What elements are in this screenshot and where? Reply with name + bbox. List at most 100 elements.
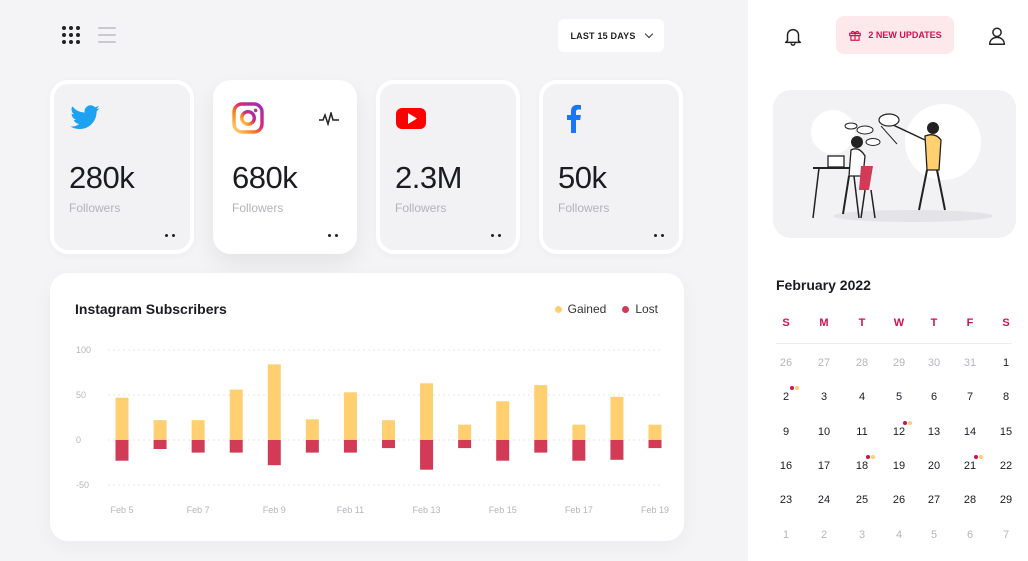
calendar-day[interactable]: 18 bbox=[855, 460, 869, 472]
bar-gained bbox=[267, 364, 281, 440]
calendar-day[interactable]: 9 bbox=[782, 426, 790, 438]
gift-icon bbox=[849, 30, 862, 41]
calendar-day[interactable]: 20 bbox=[927, 460, 941, 472]
bar-gained bbox=[648, 424, 662, 440]
y-tick-label: 100 bbox=[76, 345, 91, 355]
x-tick-label: Feb 15 bbox=[489, 505, 517, 515]
bar-lost bbox=[534, 440, 548, 453]
x-tick-label: Feb 11 bbox=[337, 505, 364, 515]
calendar-day[interactable]: 26 bbox=[892, 494, 906, 506]
calendar-day[interactable]: 27 bbox=[817, 357, 831, 369]
calendar-day[interactable]: 5 bbox=[895, 391, 903, 403]
calendar-day[interactable]: 8 bbox=[1002, 391, 1010, 403]
bar-lost bbox=[191, 440, 205, 453]
calendar-day[interactable]: 22 bbox=[999, 460, 1013, 472]
follower-label: Followers bbox=[558, 201, 610, 215]
follower-label: Followers bbox=[69, 201, 121, 215]
calendar-day[interactable]: 25 bbox=[855, 494, 869, 506]
more-options-icon[interactable] bbox=[654, 234, 664, 237]
bar-lost bbox=[343, 440, 357, 453]
calendar-weekday: S bbox=[782, 317, 790, 329]
youtube-icon bbox=[396, 108, 426, 129]
bar-lost bbox=[382, 440, 395, 449]
stat-card-twitter[interactable]: 280k Followers bbox=[50, 80, 194, 254]
x-tick-label: Feb 7 bbox=[187, 505, 210, 515]
bar-lost bbox=[153, 440, 167, 449]
calendar-day[interactable]: 6 bbox=[966, 529, 974, 541]
bar-lost bbox=[115, 440, 129, 461]
user-icon[interactable] bbox=[986, 25, 1008, 47]
event-dot bbox=[903, 421, 907, 425]
calendar-day[interactable]: 4 bbox=[858, 391, 866, 403]
calendar-day[interactable]: 27 bbox=[927, 494, 941, 506]
stat-card-youtube[interactable]: 2.3M Followers bbox=[376, 80, 520, 254]
calendar-day[interactable]: 15 bbox=[999, 426, 1013, 438]
follower-count: 2.3M bbox=[395, 160, 462, 195]
calendar-day[interactable]: 13 bbox=[927, 426, 941, 438]
calendar-weekday: W bbox=[893, 317, 905, 329]
calendar-day[interactable]: 21 bbox=[963, 460, 977, 472]
calendar-weekday: T bbox=[930, 317, 938, 329]
illustration bbox=[773, 90, 1016, 238]
more-options-icon[interactable] bbox=[165, 234, 175, 237]
calendar-day[interactable]: 16 bbox=[779, 460, 793, 472]
y-tick-label: 0 bbox=[76, 435, 81, 445]
bell-icon[interactable] bbox=[782, 25, 804, 47]
calendar-day[interactable]: 17 bbox=[817, 460, 831, 472]
updates-label: 2 NEW UPDATES bbox=[868, 30, 942, 40]
calendar-day[interactable]: 2 bbox=[820, 529, 828, 541]
calendar-day[interactable]: 19 bbox=[892, 460, 906, 472]
new-updates-button[interactable]: 2 NEW UPDATES bbox=[836, 16, 954, 54]
calendar-day[interactable]: 7 bbox=[1002, 529, 1010, 541]
more-options-icon[interactable] bbox=[328, 234, 338, 237]
calendar-month: February 2022 bbox=[776, 277, 871, 293]
calendar-day[interactable]: 10 bbox=[817, 426, 831, 438]
calendar-day[interactable]: 31 bbox=[963, 357, 977, 369]
menu-icon[interactable] bbox=[98, 27, 116, 43]
calendar-day[interactable]: 29 bbox=[999, 494, 1013, 506]
calendar-day[interactable]: 1 bbox=[1002, 357, 1010, 369]
calendar-day[interactable]: 29 bbox=[892, 357, 906, 369]
follower-label: Followers bbox=[395, 201, 447, 215]
calendar-day[interactable]: 12 bbox=[892, 426, 906, 438]
date-range-label: LAST 15 DAYS bbox=[570, 30, 636, 41]
calendar-day[interactable]: 14 bbox=[963, 426, 977, 438]
follower-count: 50k bbox=[558, 160, 607, 195]
bar-gained bbox=[191, 420, 205, 440]
facebook-icon bbox=[567, 104, 581, 133]
x-tick-label: Feb 17 bbox=[565, 505, 593, 515]
date-range-dropdown[interactable]: LAST 15 DAYS bbox=[558, 19, 664, 52]
calendar-day[interactable]: 23 bbox=[779, 494, 793, 506]
calendar-day[interactable]: 4 bbox=[895, 529, 903, 541]
calendar-day[interactable]: 6 bbox=[930, 391, 938, 403]
event-dot bbox=[795, 386, 799, 390]
calendar-day[interactable]: 5 bbox=[930, 529, 938, 541]
calendar-day[interactable]: 26 bbox=[779, 357, 793, 369]
stat-card-facebook[interactable]: 50k Followers bbox=[539, 80, 683, 254]
follower-label: Followers bbox=[232, 201, 284, 215]
calendar-day[interactable]: 28 bbox=[963, 494, 977, 506]
bar-gained bbox=[343, 392, 357, 440]
event-dot bbox=[790, 386, 794, 390]
calendar-day[interactable]: 7 bbox=[966, 391, 974, 403]
bar-lost bbox=[229, 440, 243, 453]
bar-lost bbox=[572, 440, 586, 461]
calendar-day[interactable]: 1 bbox=[782, 529, 790, 541]
calendar-divider bbox=[776, 343, 1012, 344]
instagram-icon bbox=[232, 102, 264, 134]
calendar-day[interactable]: 28 bbox=[855, 357, 869, 369]
more-options-icon[interactable] bbox=[491, 234, 501, 237]
calendar-day[interactable]: 2 bbox=[782, 391, 790, 403]
x-tick-label: Feb 13 bbox=[413, 505, 441, 515]
calendar-day[interactable]: 3 bbox=[820, 391, 828, 403]
calendar-weekday: F bbox=[966, 317, 974, 329]
calendar-day[interactable]: 24 bbox=[817, 494, 831, 506]
calendar-day[interactable]: 3 bbox=[858, 529, 866, 541]
stat-card-instagram[interactable]: 680k Followers bbox=[213, 80, 357, 254]
event-dot bbox=[974, 455, 978, 459]
calendar-day[interactable]: 11 bbox=[856, 426, 868, 438]
chart-title: Instagram Subscribers bbox=[75, 301, 227, 317]
apps-grid-icon[interactable] bbox=[62, 26, 80, 44]
calendar-day[interactable]: 30 bbox=[927, 357, 941, 369]
bar-gained bbox=[153, 420, 167, 440]
